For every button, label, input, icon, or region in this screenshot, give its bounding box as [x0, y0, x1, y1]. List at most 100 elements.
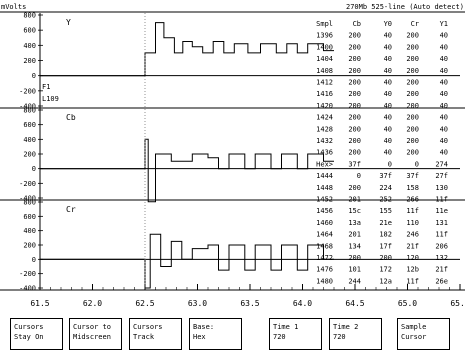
table-cell: 200: [348, 79, 361, 87]
sample-cursor-button[interactable]: Sample Cursor: [397, 318, 450, 350]
y-tick-label: 400: [23, 227, 36, 235]
time-1-button[interactable]: Time 1 720: [269, 318, 322, 350]
table-cell: 130: [435, 184, 448, 192]
table-cell: 200: [406, 32, 419, 40]
table-cell: 132: [435, 254, 448, 262]
table-cell: 1468: [316, 242, 333, 250]
cursors-stay-on-button[interactable]: Cursors Stay On: [10, 318, 63, 350]
y-tick-label: 600: [23, 27, 36, 35]
y-tick-label: 400: [23, 136, 36, 144]
softkey-label: Cursors: [133, 323, 163, 331]
table-cell: 37f: [406, 172, 419, 180]
table-cell: 40: [440, 102, 448, 110]
table-cell: 40: [440, 149, 448, 157]
y-tick-label: 800: [23, 12, 36, 20]
table-cell: 40: [440, 90, 448, 98]
cursor-to-midscreen-button[interactable]: Cursor to Midscreen: [69, 318, 122, 350]
table-cell: 200: [406, 125, 419, 133]
table-cell: 1452: [316, 196, 333, 204]
table-cell: 40: [384, 90, 392, 98]
table-cell: 1400: [316, 43, 333, 51]
y-tick-label: 200: [23, 57, 36, 65]
table-cell: 200: [348, 43, 361, 51]
table-cell: 200: [348, 114, 361, 122]
table-cell: 200: [348, 184, 361, 192]
table-cell: 1460: [316, 219, 333, 227]
table-cell: 1420: [316, 102, 333, 110]
table-cell: 40: [440, 67, 448, 75]
panel-label: Cb: [66, 113, 76, 122]
table-cell: 40: [384, 149, 392, 157]
table-cell: 200: [348, 67, 361, 75]
table-cell: 17f: [379, 242, 392, 250]
table-cell: 40: [384, 114, 392, 122]
table-cell: 200: [379, 254, 392, 262]
x-tick-label: 65.5: [450, 299, 465, 308]
panel-label: Y: [66, 18, 71, 27]
table-cell: 201: [348, 231, 361, 239]
table-cell: 200: [406, 55, 419, 63]
cursors-track-button[interactable]: Cursors Track: [129, 318, 182, 350]
table-cell: 224: [379, 184, 392, 192]
softkey-label: Base:: [193, 323, 215, 331]
panel-annotation: F1: [42, 83, 50, 91]
table-cell: 1404: [316, 55, 333, 63]
table-cell: 12b: [406, 266, 419, 274]
y-tick-label: 0: [32, 165, 36, 173]
table-cell: 40: [384, 43, 392, 51]
table-cell: 40: [440, 55, 448, 63]
table-cell: 1424: [316, 114, 333, 122]
table-cell: 1444: [316, 172, 333, 180]
table-cell: 11f: [435, 196, 448, 204]
y-tick-label: 400: [23, 42, 36, 50]
table-cell: 27f: [435, 172, 448, 180]
table-cell: 1412: [316, 79, 333, 87]
softkey-label: 720: [273, 333, 286, 341]
y-tick-label: -400: [19, 195, 36, 203]
y-tick-label: -200: [19, 87, 36, 95]
table-cell: 40: [440, 114, 448, 122]
x-tick-label: 64.0: [293, 299, 312, 308]
table-cell: 200: [348, 125, 361, 133]
x-tick-label: 62.0: [83, 299, 102, 308]
x-tick-label: 65.0: [398, 299, 417, 308]
softkey-label: Stay On: [14, 333, 44, 341]
base-hex-button[interactable]: Base: Hex: [189, 318, 242, 350]
table-header-cell: Y1: [440, 20, 448, 28]
table-cell: 274: [435, 160, 448, 168]
table-cell: 200: [406, 67, 419, 75]
unit-label: mVolts: [1, 3, 26, 11]
y-tick-label: -200: [19, 270, 36, 278]
trace-cr: [40, 233, 334, 289]
y-tick-label: 800: [23, 107, 36, 115]
table-cell: 200: [348, 254, 361, 262]
table-cell: 134: [348, 242, 361, 250]
table-cell: 11f: [406, 207, 419, 215]
y-tick-label: 200: [23, 151, 36, 159]
table-cell: 11e: [435, 207, 448, 215]
table-cell: 246: [406, 231, 419, 239]
table-cell: 40: [440, 125, 448, 133]
table-cell: 172: [379, 266, 392, 274]
table-cell: 206: [435, 242, 448, 250]
panel-label: Cr: [66, 205, 76, 214]
table-cell: 200: [348, 32, 361, 40]
table-cell: 200: [348, 149, 361, 157]
time-2-button[interactable]: Time 2 720: [329, 318, 382, 350]
trace-cb: [40, 138, 334, 203]
table-cell: 266: [406, 196, 419, 204]
table-cell: 200: [406, 114, 419, 122]
y-tick-label: 0: [32, 72, 36, 80]
x-tick-label: 61.5: [30, 299, 49, 308]
table-cell: 15c: [348, 207, 361, 215]
table-cell: 1464: [316, 231, 333, 239]
table-cell: 40: [384, 79, 392, 87]
table-cell: 1448: [316, 184, 333, 192]
table-cell: 0: [357, 172, 361, 180]
y-tick-label: -400: [19, 285, 36, 293]
table-header-cell: Y0: [384, 20, 392, 28]
table-cell: 252: [379, 196, 392, 204]
table-cell: 1396: [316, 32, 333, 40]
x-tick-label: 62.5: [135, 299, 154, 308]
table-cell: 40: [440, 43, 448, 51]
